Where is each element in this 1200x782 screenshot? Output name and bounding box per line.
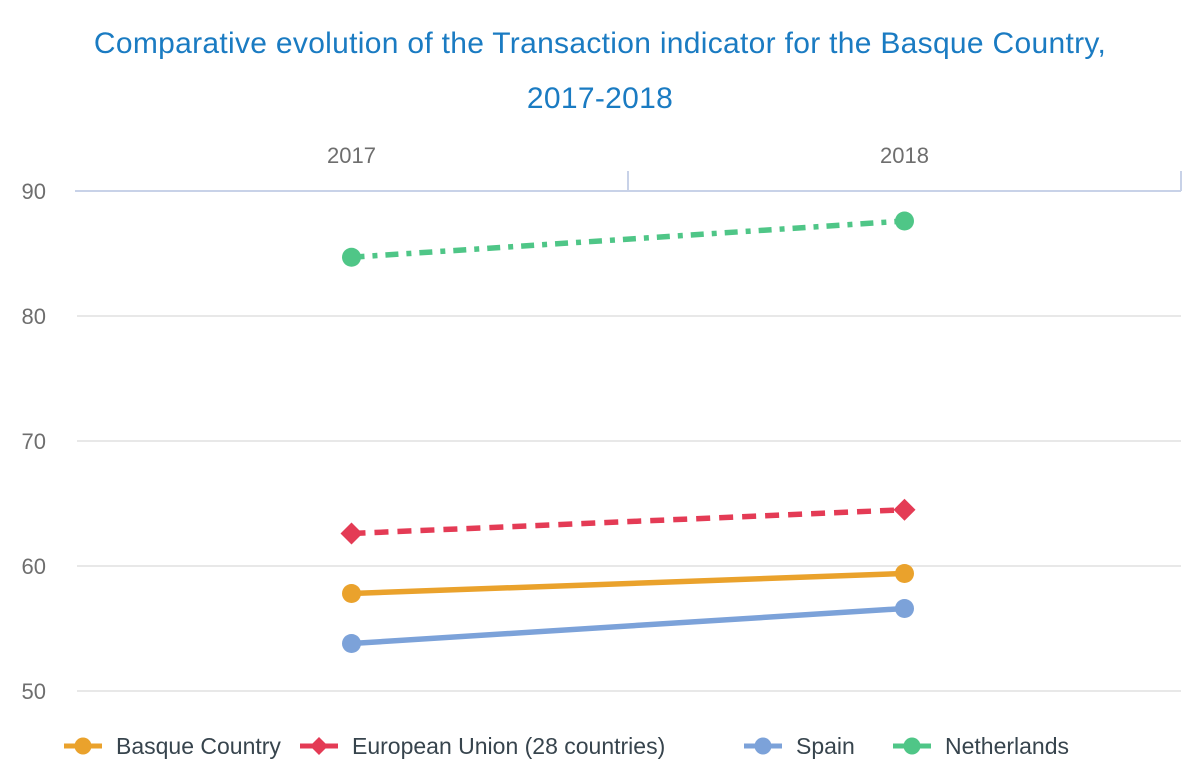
x-category-label-2018: 2018 <box>880 143 929 168</box>
legend-item-basque-country[interactable]: Basque Country <box>64 722 281 770</box>
legend-label-basque-country: Basque Country <box>116 732 281 759</box>
series-line-spain <box>351 605 905 647</box>
x-category-label-2017: 2017 <box>327 143 376 168</box>
marker-spain-2018 <box>895 599 914 618</box>
series-line-european-union-28-countries <box>351 507 905 537</box>
y-tick-label-90: 90 <box>22 179 46 204</box>
legend-marker-basque-country <box>64 737 102 755</box>
legend-item-european-union-28-countries[interactable]: European Union (28 countries) <box>300 722 665 770</box>
y-tick-label-70: 70 <box>22 429 46 454</box>
legend-item-netherlands[interactable]: Netherlands <box>893 722 1069 770</box>
marker-spain-2017 <box>342 634 361 653</box>
marker-netherlands-2018 <box>895 211 914 231</box>
legend-label-european-union-28-countries: European Union (28 countries) <box>352 732 666 759</box>
transaction-chart: 90 80 70 60 50 2017 2018 <box>22 143 1182 704</box>
chart-title: Comparative evolution of the Transaction… <box>0 16 1200 126</box>
y-tick-label-80: 80 <box>22 304 46 329</box>
chart-title-line2: 2017-2018 <box>526 82 674 115</box>
legend-item-spain[interactable]: Spain <box>744 722 855 770</box>
marker-basque-country-2018 <box>895 564 914 583</box>
chart-legend: Basque Country European Union (28 countri… <box>0 722 1200 770</box>
y-tick-label-60: 60 <box>22 554 46 579</box>
marker-european-union-28-countries-2018 <box>893 498 916 521</box>
series-line-netherlands <box>351 218 905 260</box>
series-line-basque-country <box>351 570 905 597</box>
marker-netherlands-2017 <box>342 247 361 267</box>
legend-marker-netherlands <box>893 737 931 755</box>
legend-label-spain: Spain <box>796 732 855 759</box>
marker-basque-country-2017 <box>342 584 361 603</box>
legend-label-netherlands: Netherlands <box>945 732 1070 759</box>
y-tick-label-50: 50 <box>22 679 46 704</box>
legend-marker-spain <box>744 737 782 755</box>
legend-marker-european-union-28-countries <box>300 737 338 755</box>
marker-european-union-28-countries-2017 <box>340 522 363 545</box>
chart-title-line1: Comparative evolution of the Transaction… <box>93 27 1107 60</box>
